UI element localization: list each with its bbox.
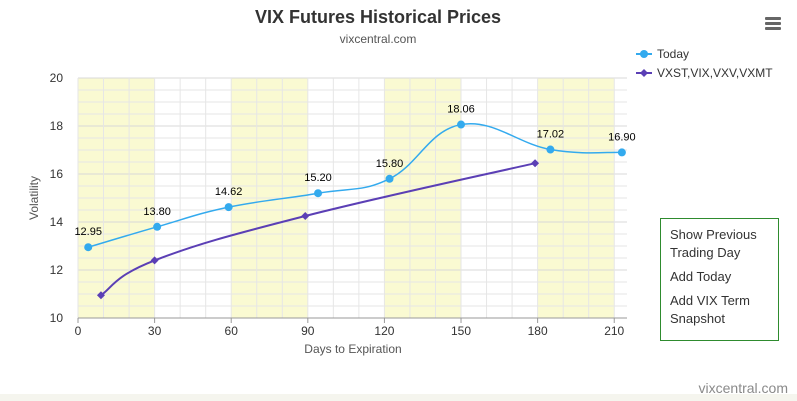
legend-item-vxst-vix-vxv-vxmt: VXST,VIX,VXV,VXMT	[636, 66, 773, 80]
data-label: 15.20	[304, 172, 332, 184]
series-today-point	[224, 203, 233, 212]
y-tick-label: 20	[50, 71, 64, 85]
y-tick-label: 16	[50, 167, 64, 181]
series-today-point	[385, 174, 394, 183]
series-today-line	[88, 122, 622, 248]
series-today-point	[314, 189, 323, 198]
watermark: vixcentral.com	[698, 380, 788, 396]
y-tick-label: 14	[50, 215, 64, 229]
y-tick-label: 10	[50, 311, 64, 325]
series-vxst-vix-vxv-vxmt-point	[150, 256, 159, 265]
data-label: 14.62	[215, 186, 243, 198]
x-tick-label: 120	[374, 324, 394, 338]
data-label: 16.90	[608, 131, 636, 143]
options-panel: Show Previous Trading Day Add Today Add …	[660, 218, 779, 341]
chart-subtitle: vixcentral.com	[340, 32, 417, 46]
data-label: 18.06	[447, 104, 475, 116]
x-tick-label: 180	[528, 324, 548, 338]
show-previous-trading-day-button[interactable]: Show Previous Trading Day	[670, 227, 757, 260]
bottom-strip	[0, 394, 797, 401]
legend-item-today: Today	[636, 47, 689, 61]
legend-marker	[640, 50, 648, 58]
data-label: 15.80	[376, 158, 404, 170]
series-vxst-vix-vxv-vxmt-point	[531, 159, 540, 168]
x-tick-label: 150	[451, 324, 471, 338]
data-label: 17.02	[537, 129, 565, 141]
x-tick-label: 90	[301, 324, 315, 338]
legend-label: Today	[657, 47, 689, 61]
x-tick-label: 210	[604, 324, 624, 338]
series-today-point	[457, 120, 466, 129]
add-today-button[interactable]: Add Today	[670, 269, 732, 284]
series-today-point	[153, 222, 162, 231]
data-label: 13.80	[143, 206, 171, 218]
x-tick-label: 60	[225, 324, 239, 338]
add-vix-term-snapshot-button[interactable]: Add VIX Term Snapshot	[670, 293, 750, 326]
data-label: 12.95	[74, 226, 102, 238]
legend-label: VXST,VIX,VXV,VXMT	[657, 66, 773, 80]
series-vxst-vix-vxv-vxmt-point	[96, 291, 105, 300]
y-axis-title: Volatility	[27, 176, 41, 220]
series-today-point	[546, 145, 555, 154]
x-tick-label: 0	[75, 324, 82, 338]
legend-marker	[640, 69, 648, 77]
y-tick-label: 12	[50, 263, 64, 277]
series-vxst-vix-vxv-vxmt-line	[100, 162, 536, 297]
series-today-point	[617, 148, 626, 157]
series-today-point	[84, 243, 93, 252]
y-tick-label: 18	[50, 119, 64, 133]
hamburger-menu-icon[interactable]	[762, 14, 786, 34]
x-tick-label: 30	[148, 324, 162, 338]
x-axis-title: Days to Expiration	[304, 342, 401, 356]
series-vxst-vix-vxv-vxmt-point	[301, 212, 310, 220]
chart-title: VIX Futures Historical Prices	[255, 7, 501, 27]
